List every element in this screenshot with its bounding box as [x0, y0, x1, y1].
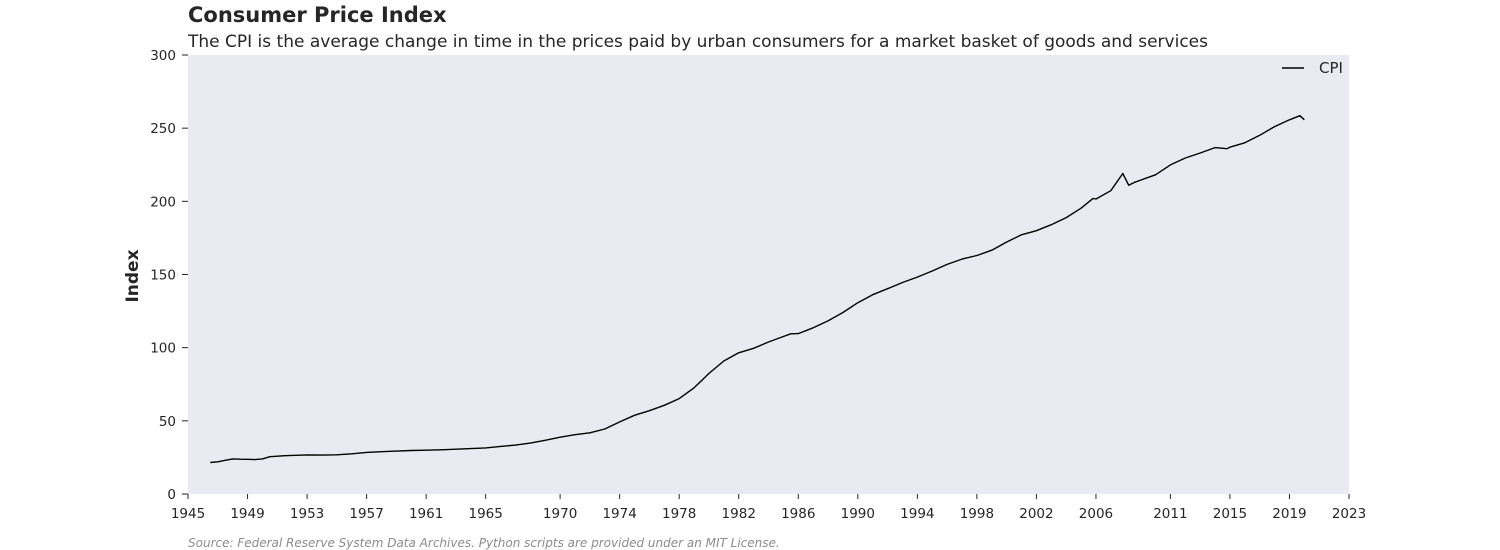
x-tick-label: 2006 [1079, 506, 1113, 522]
chart-title: Consumer Price Index [188, 3, 447, 27]
x-tick-label: 2015 [1213, 506, 1247, 522]
x-axis: 1945 1949 1953 1957 1961 1965 1970 1974 1978 1982… [171, 494, 1366, 522]
series-line-cpi [210, 115, 1305, 464]
y-tick-label: 100 [150, 341, 176, 357]
y-axis: 0 50 100 150 200 250 300 [150, 48, 188, 503]
x-tick-label: 2023 [1332, 506, 1366, 522]
legend-label-cpi: CPI [1319, 59, 1343, 77]
x-tick-label: 1994 [900, 506, 934, 522]
x-tick-label: 1953 [290, 506, 324, 522]
plot-area [188, 55, 1349, 494]
series-layer [210, 115, 1305, 464]
x-tick-label: 1986 [781, 506, 815, 522]
x-tick-label: 2002 [1019, 506, 1053, 522]
chart-subtitle: The CPI is the average change in time in… [188, 32, 1208, 52]
source-note: Source: Federal Reserve System Data Arch… [188, 536, 780, 550]
x-tick-label: 1945 [171, 506, 205, 522]
y-tick-label: 300 [150, 48, 176, 64]
x-tick-label: 1974 [602, 506, 636, 522]
x-tick-label: 2011 [1153, 506, 1187, 522]
x-tick-label: 1998 [960, 506, 994, 522]
x-tick-label: 1949 [230, 506, 264, 522]
x-tick-label: 1957 [349, 506, 383, 522]
y-tick-label: 150 [150, 268, 176, 284]
y-tick-label: 50 [159, 414, 176, 430]
x-tick-label: 1982 [722, 506, 756, 522]
y-axis-label: Index [123, 249, 143, 302]
x-tick-label: 1970 [543, 506, 577, 522]
legend: CPI [1282, 59, 1343, 77]
x-tick-label: 2019 [1272, 506, 1306, 522]
y-tick-label: 200 [150, 194, 176, 210]
y-tick-label: 0 [167, 487, 176, 503]
x-tick-label: 1978 [662, 506, 696, 522]
x-tick-label: 1965 [469, 506, 503, 522]
x-tick-label: 1961 [409, 506, 443, 522]
y-tick-label: 250 [150, 121, 176, 137]
x-tick-label: 1990 [841, 506, 875, 522]
